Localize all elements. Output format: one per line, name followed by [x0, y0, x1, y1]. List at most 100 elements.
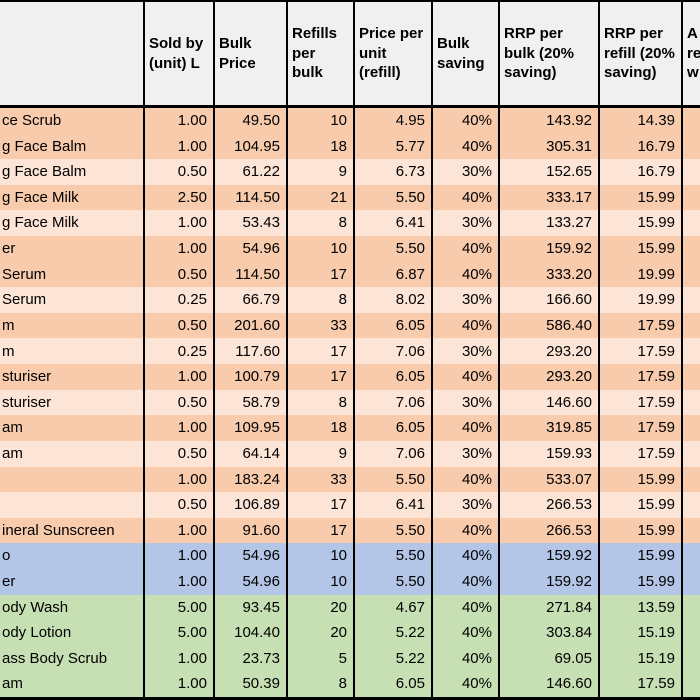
- rrp-per-bulk-cell[interactable]: 152.65: [500, 159, 600, 185]
- refills-per-bulk-cell[interactable]: 17: [288, 261, 355, 288]
- rrp-per-refill-cell[interactable]: 14.39: [600, 108, 683, 134]
- rrp-per-bulk-cell[interactable]: 293.20: [500, 364, 600, 390]
- price-per-unit-cell[interactable]: 5.50: [355, 568, 433, 595]
- rrp-per-refill-cell[interactable]: 17.59: [600, 389, 683, 416]
- bulk-saving-cell[interactable]: 40%: [433, 364, 500, 390]
- price-per-unit-cell[interactable]: 6.41: [355, 210, 433, 237]
- bulk-price-column-header[interactable]: Bulk Price: [215, 2, 288, 105]
- product-name-cell[interactable]: g Face Balm: [0, 133, 145, 160]
- product-name-cell[interactable]: sturiser: [0, 364, 145, 390]
- rrp-per-bulk-cell[interactable]: 266.53: [500, 517, 600, 544]
- rrp-per-bulk-cell[interactable]: 586.40: [500, 312, 600, 339]
- product-name-cell[interactable]: g Face Balm: [0, 159, 145, 185]
- rrp-per-bulk-cell[interactable]: 271.84: [500, 594, 600, 621]
- rrp-per-refill-cell[interactable]: 15.19: [600, 645, 683, 672]
- bulk-price-cell[interactable]: 58.79: [215, 389, 288, 416]
- bulk-saving-cell[interactable]: 40%: [433, 184, 500, 211]
- bulk-saving-cell[interactable]: 40%: [433, 568, 500, 595]
- product-name-cell[interactable]: am: [0, 671, 145, 697]
- rrp-per-bulk-cell[interactable]: 159.92: [500, 236, 600, 262]
- rrp-per-bulk-cell[interactable]: 333.20: [500, 261, 600, 288]
- product-column-header[interactable]: [0, 2, 145, 105]
- rrp-per-refill-cell[interactable]: 15.19: [600, 620, 683, 646]
- price-per-unit-cell[interactable]: 6.41: [355, 492, 433, 518]
- price-per-unit-cell[interactable]: 6.05: [355, 364, 433, 390]
- bulk-saving-cell[interactable]: 40%: [433, 415, 500, 441]
- price-per-unit-cell[interactable]: 5.22: [355, 620, 433, 646]
- bulk-saving-cell[interactable]: 30%: [433, 210, 500, 237]
- clipped-cell[interactable]: [683, 210, 700, 236]
- clipped-cell[interactable]: [683, 108, 700, 134]
- bulk-saving-cell[interactable]: 40%: [433, 594, 500, 621]
- rrp-per-refill-cell[interactable]: 16.79: [600, 133, 683, 160]
- clipped-cell[interactable]: [683, 492, 700, 518]
- rrp-per-refill-cell[interactable]: 15.99: [600, 492, 683, 518]
- rrp-per-bulk-cell[interactable]: 293.20: [500, 338, 600, 365]
- clipped-cell[interactable]: [683, 543, 700, 569]
- sold-by-cell[interactable]: 2.50: [145, 184, 215, 211]
- sold-by-cell[interactable]: 5.00: [145, 594, 215, 621]
- bulk-price-cell[interactable]: 66.79: [215, 287, 288, 313]
- clipped-cell[interactable]: [683, 390, 700, 416]
- rrp-per-refill-cell[interactable]: 19.99: [600, 261, 683, 288]
- price-per-unit-cell[interactable]: 6.05: [355, 671, 433, 697]
- clipped-cell[interactable]: [683, 338, 700, 364]
- refills-per-bulk-cell[interactable]: 20: [288, 620, 355, 646]
- bulk-price-cell[interactable]: 50.39: [215, 671, 288, 697]
- rrp-per-bulk-column-header[interactable]: RRP per bulk (20% saving): [500, 2, 600, 105]
- sold-by-cell[interactable]: 1.00: [145, 671, 215, 697]
- sold-by-cell[interactable]: 1.00: [145, 108, 215, 134]
- bulk-price-cell[interactable]: 104.95: [215, 133, 288, 160]
- refills-per-bulk-cell[interactable]: 8: [288, 287, 355, 313]
- sold-by-cell[interactable]: 0.50: [145, 389, 215, 416]
- product-name-cell[interactable]: ass Body Scrub: [0, 645, 145, 672]
- refills-per-bulk-cell[interactable]: 18: [288, 133, 355, 160]
- rrp-per-refill-cell[interactable]: 13.59: [600, 594, 683, 621]
- price-per-unit-cell[interactable]: 5.50: [355, 517, 433, 544]
- refills-per-bulk-cell[interactable]: 33: [288, 312, 355, 339]
- clipped-cell[interactable]: [683, 236, 700, 262]
- price-per-unit-cell[interactable]: 4.67: [355, 594, 433, 621]
- bulk-price-cell[interactable]: 53.43: [215, 210, 288, 237]
- rrp-per-bulk-cell[interactable]: 266.53: [500, 492, 600, 518]
- bulk-price-cell[interactable]: 61.22: [215, 159, 288, 185]
- bulk-saving-cell[interactable]: 40%: [433, 645, 500, 672]
- clipped-cell[interactable]: [683, 441, 700, 467]
- rrp-per-refill-cell[interactable]: 17.59: [600, 312, 683, 339]
- product-name-cell[interactable]: g Face Milk: [0, 210, 145, 237]
- bulk-price-cell[interactable]: 64.14: [215, 440, 288, 467]
- bulk-price-cell[interactable]: 183.24: [215, 466, 288, 493]
- refills-per-bulk-cell[interactable]: 8: [288, 210, 355, 237]
- bulk-saving-cell[interactable]: 40%: [433, 108, 500, 134]
- sold-by-cell[interactable]: 0.50: [145, 312, 215, 339]
- price-per-unit-cell[interactable]: 6.05: [355, 415, 433, 441]
- sold-by-cell[interactable]: 5.00: [145, 620, 215, 646]
- clipped-cell[interactable]: [683, 262, 700, 288]
- bulk-saving-cell[interactable]: 40%: [433, 671, 500, 697]
- product-name-cell[interactable]: er: [0, 568, 145, 595]
- sold-by-cell[interactable]: 1.00: [145, 236, 215, 262]
- bulk-saving-cell[interactable]: 40%: [433, 620, 500, 646]
- clipped-cell[interactable]: [683, 569, 700, 595]
- price-per-unit-cell[interactable]: 5.50: [355, 466, 433, 493]
- clipped-cell[interactable]: [683, 518, 700, 544]
- rrp-per-refill-cell[interactable]: 19.99: [600, 287, 683, 313]
- price-per-unit-cell[interactable]: 5.77: [355, 133, 433, 160]
- clipped-cell[interactable]: [683, 185, 700, 211]
- rrp-per-bulk-cell[interactable]: 166.60: [500, 287, 600, 313]
- product-name-cell[interactable]: m: [0, 312, 145, 339]
- refills-per-bulk-cell[interactable]: 5: [288, 645, 355, 672]
- bulk-saving-cell[interactable]: 40%: [433, 133, 500, 160]
- product-name-cell[interactable]: ody Lotion: [0, 620, 145, 646]
- bulk-price-cell[interactable]: 117.60: [215, 338, 288, 365]
- bulk-price-cell[interactable]: 91.60: [215, 517, 288, 544]
- sold-by-cell[interactable]: 0.50: [145, 159, 215, 185]
- refills-per-bulk-cell[interactable]: 18: [288, 415, 355, 441]
- bulk-price-cell[interactable]: 23.73: [215, 645, 288, 672]
- bulk-saving-column-header[interactable]: Bulk saving: [433, 2, 500, 105]
- sold-by-cell[interactable]: 1.00: [145, 645, 215, 672]
- rrp-per-refill-cell[interactable]: 17.59: [600, 671, 683, 697]
- product-name-cell[interactable]: [0, 466, 145, 493]
- rrp-per-bulk-cell[interactable]: 533.07: [500, 466, 600, 493]
- rrp-per-refill-cell[interactable]: 17.59: [600, 440, 683, 467]
